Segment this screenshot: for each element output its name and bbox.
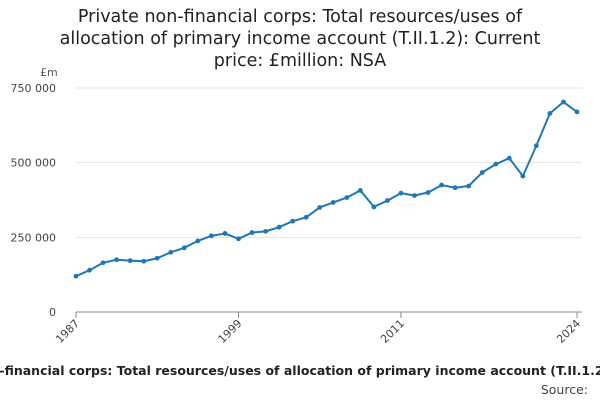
data-point[interactable] <box>344 195 350 201</box>
data-point[interactable] <box>168 249 174 255</box>
data-point[interactable] <box>479 170 485 175</box>
y-tick-label: 750 000 <box>11 82 57 95</box>
data-point[interactable] <box>141 258 147 264</box>
data-series <box>73 99 580 279</box>
data-point[interactable] <box>452 185 458 191</box>
data-point[interactable] <box>249 230 255 235</box>
footer-title: Private non-financial corps: Total resou… <box>0 363 600 378</box>
data-point[interactable] <box>263 228 268 234</box>
gridlines <box>76 87 582 313</box>
data-point[interactable] <box>520 173 526 179</box>
data-point[interactable] <box>493 161 499 167</box>
chart-title-line-1: Private non-financial corps: Total resou… <box>77 7 523 27</box>
data-point[interactable] <box>385 198 390 203</box>
data-point[interactable] <box>547 110 553 116</box>
data-point[interactable] <box>357 188 363 193</box>
x-tick-label: 2024 <box>554 317 583 346</box>
data-point[interactable] <box>73 273 79 279</box>
data-point[interactable] <box>154 255 160 261</box>
y-tick-label: 0 <box>49 306 56 319</box>
data-point[interactable] <box>195 238 201 244</box>
data-point[interactable] <box>561 99 566 105</box>
data-point[interactable] <box>290 218 296 224</box>
data-point[interactable] <box>303 214 309 220</box>
data-point[interactable] <box>114 257 120 263</box>
data-point[interactable] <box>398 190 404 196</box>
data-point[interactable] <box>425 190 431 195</box>
data-point[interactable] <box>236 236 241 242</box>
data-point[interactable] <box>209 233 214 239</box>
data-point[interactable] <box>412 193 417 198</box>
data-point[interactable] <box>330 199 336 205</box>
y-axis-ticks: 0 250 000 500 000 750 000 <box>11 82 57 319</box>
series-line <box>75 101 578 278</box>
data-point[interactable] <box>371 204 377 210</box>
chart-title-line-2: allocation of primary income account (T.… <box>59 29 541 49</box>
data-point[interactable] <box>100 260 106 266</box>
x-tick-label: 1987 <box>53 317 82 346</box>
data-point[interactable] <box>127 258 133 264</box>
data-point[interactable] <box>466 183 472 189</box>
data-point[interactable] <box>533 143 539 149</box>
x-tick-label: 1999 <box>216 317 245 346</box>
data-point[interactable] <box>181 245 187 251</box>
chart-title: Private non-financial corps: Total resou… <box>0 6 600 72</box>
y-tick-label: 500 000 <box>11 157 57 170</box>
data-point[interactable] <box>222 231 228 236</box>
y-tick-label: 250 000 <box>11 231 57 244</box>
data-point[interactable] <box>276 224 282 230</box>
footer-title-text: Private non-financial corps: Total resou… <box>0 363 600 378</box>
y-axis-unit-label: £m <box>40 66 58 79</box>
x-axis: 1987 1999 2011 2024 <box>53 312 583 346</box>
data-point[interactable] <box>317 205 323 210</box>
data-point[interactable] <box>574 109 580 115</box>
x-tick-label: 2011 <box>378 317 407 346</box>
data-point[interactable] <box>439 182 444 188</box>
data-point[interactable] <box>506 155 512 161</box>
data-point[interactable] <box>87 267 92 273</box>
chart-title-line-3: price: £million: NSA <box>213 51 387 71</box>
footer-source: Source: <box>540 382 588 397</box>
